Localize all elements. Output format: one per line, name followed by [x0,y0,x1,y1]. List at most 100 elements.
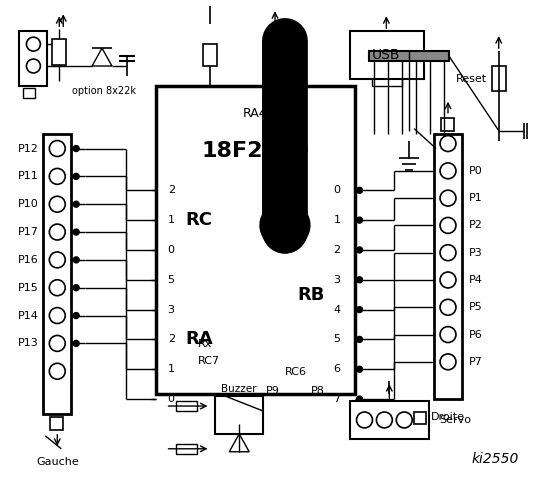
Circle shape [357,277,363,283]
Bar [441,118,454,131]
Text: 0: 0 [168,245,175,255]
Circle shape [49,252,65,268]
Bar [349,401,429,439]
Text: P11: P11 [18,171,38,181]
Bar [176,401,197,411]
Text: 4: 4 [333,305,341,314]
Text: P9: P9 [266,386,280,396]
Bar [50,417,63,430]
Text: 2: 2 [333,245,341,255]
Polygon shape [92,48,112,66]
Circle shape [440,354,456,370]
Bar [23,88,35,98]
Circle shape [49,224,65,240]
Text: RA4: RA4 [243,107,268,120]
Text: 3: 3 [168,305,175,314]
Text: P17: P17 [18,227,38,237]
Text: 1: 1 [333,215,341,225]
Text: RB: RB [298,286,325,304]
Text: 1: 1 [168,364,175,374]
Text: P5: P5 [469,302,483,312]
Circle shape [357,187,363,193]
Circle shape [49,336,65,351]
Circle shape [440,245,456,261]
Text: 6: 6 [333,364,341,374]
Text: P16: P16 [18,255,38,265]
Circle shape [27,37,40,51]
Circle shape [440,136,456,152]
Circle shape [49,141,65,156]
Circle shape [73,229,79,235]
Text: 2: 2 [168,335,175,345]
Text: P7: P7 [469,357,483,367]
Bar [369,51,449,61]
Text: P6: P6 [469,330,483,339]
Text: 2: 2 [168,185,175,195]
Text: 5: 5 [333,335,341,345]
Circle shape [49,168,65,184]
Text: P13: P13 [18,338,38,348]
Circle shape [357,412,372,428]
Text: Reset: Reset [456,74,487,84]
Circle shape [440,326,456,343]
Circle shape [27,59,40,73]
Text: P1: P1 [469,193,483,203]
Polygon shape [229,434,249,452]
Circle shape [440,300,456,315]
Circle shape [49,280,65,296]
Circle shape [440,272,456,288]
Circle shape [357,307,363,312]
Text: Servo: Servo [439,415,471,425]
Text: P4: P4 [469,275,483,285]
Bar [215,396,263,434]
Text: Buzzer: Buzzer [221,384,257,394]
Text: Droite: Droite [431,412,465,422]
Text: USB: USB [372,48,400,62]
Bar [349,31,424,79]
Circle shape [357,366,363,372]
Text: 18F2550: 18F2550 [201,141,309,160]
Circle shape [73,201,79,207]
Text: ki2550: ki2550 [471,452,519,466]
Text: option 8x22k: option 8x22k [72,86,136,96]
Circle shape [73,145,79,152]
Text: P0: P0 [469,166,483,176]
Circle shape [397,412,412,428]
Text: P12: P12 [18,144,38,154]
Text: RC: RC [185,211,212,229]
Bar [414,412,426,424]
Text: RA: RA [185,330,213,348]
Circle shape [357,396,363,402]
Text: 1: 1 [168,215,175,225]
Text: P14: P14 [18,311,38,321]
Circle shape [73,312,79,319]
Circle shape [73,285,79,291]
Bar [53,39,66,65]
Circle shape [49,363,65,379]
Circle shape [49,308,65,324]
Text: RC6: RC6 [285,367,307,377]
Circle shape [73,340,79,347]
Circle shape [377,412,392,428]
Text: 3: 3 [333,275,341,285]
Bar [434,133,462,399]
Text: P3: P3 [469,248,483,258]
Text: P15: P15 [18,283,38,293]
Bar [176,444,197,454]
Circle shape [357,217,363,223]
Text: Gauche: Gauche [36,456,79,467]
Circle shape [357,336,363,342]
Text: P2: P2 [469,220,483,230]
Circle shape [357,247,363,253]
Circle shape [73,257,79,263]
Text: RC7: RC7 [197,356,220,366]
Circle shape [73,173,79,180]
Bar [43,133,71,414]
Text: 7: 7 [333,394,341,404]
Text: Rx: Rx [197,339,212,349]
Text: P8: P8 [311,386,325,396]
Circle shape [440,217,456,233]
Bar [156,86,354,394]
Text: 0: 0 [168,394,175,404]
Text: P10: P10 [18,199,38,209]
